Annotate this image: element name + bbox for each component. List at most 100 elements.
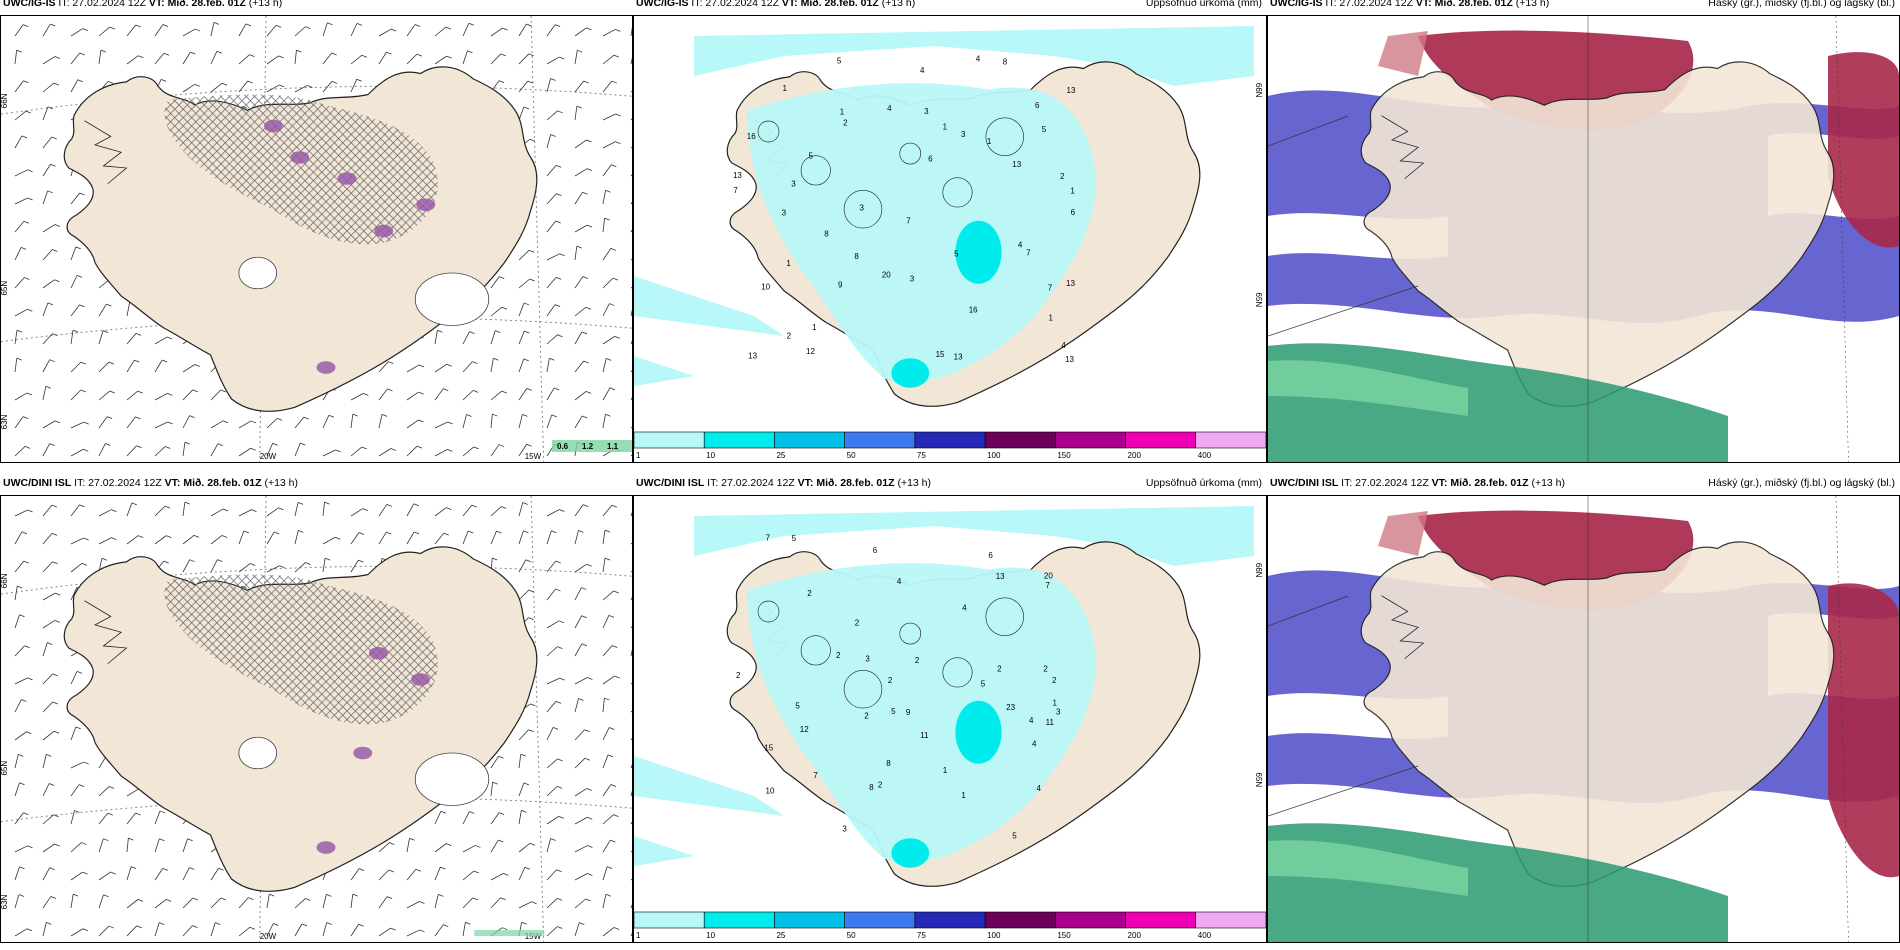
wind-barb-feather [416, 445, 423, 449]
wind-barb-feather [25, 110, 31, 114]
wind-barb-feather [501, 390, 507, 394]
wind-barb-feather [586, 139, 592, 143]
wind-barb [42, 420, 56, 429]
wind-barb [406, 503, 415, 517]
precip-panel-title: UWC/IG-IS IT: 27.02.2024 12Z VT: Mið. 28… [636, 0, 915, 9]
wind-barb [546, 56, 560, 65]
cloud-panel-title: UWC/DINI ISL IT: 27.02.2024 12Z VT: Mið.… [1270, 477, 1565, 489]
wind-barb [350, 446, 363, 457]
wind-barb [98, 786, 110, 797]
wind-barb [602, 894, 607, 909]
projection-line [1268, 285, 1419, 337]
wind-barb [14, 277, 25, 289]
wind-barb-feather [501, 306, 508, 310]
wind-barb-feather [389, 842, 395, 845]
wind-barb-feather [550, 838, 556, 841]
valid-time: Mið. 28.feb. 01Z [1434, 0, 1513, 9]
lat-label: 66N [1254, 563, 1263, 578]
wind-barb [126, 925, 137, 937]
precip-value: 1 [782, 84, 787, 93]
wind-barb-feather [305, 898, 311, 901]
wind-barb-feather [82, 871, 88, 875]
wind-barb-feather [278, 84, 285, 88]
wind-barb-feather [52, 561, 58, 565]
wind-barb [294, 85, 308, 93]
precip-contour [843, 189, 883, 229]
wind-barb-feather [134, 359, 140, 363]
wind-barb [546, 898, 558, 909]
wind-barb [210, 22, 215, 37]
wind-barb [630, 932, 632, 937]
high-cloud-edge [1378, 511, 1428, 556]
wind-barb-feather [73, 893, 79, 897]
wind-barb [350, 559, 359, 573]
wind-barb [462, 414, 467, 429]
wind-barb [70, 304, 80, 317]
wind-barb [434, 532, 445, 545]
wind-barb [546, 414, 553, 429]
wind-barb-feather [75, 246, 81, 250]
model-name: UWC/IG-IS [1270, 0, 1323, 9]
wind-barb [434, 448, 448, 457]
model-name: UWC/IG-IS [3, 0, 56, 9]
precip-value: 13 [733, 171, 742, 180]
wind-barb-feather [523, 358, 529, 362]
wind-barb-feather [472, 897, 478, 901]
colorbar-label: 400 [1198, 931, 1212, 940]
wind-barb [154, 922, 160, 937]
wind-barb-feather [498, 80, 505, 83]
wind-barb-feather [381, 413, 388, 417]
wind-barb [42, 443, 50, 457]
precip-value: 11 [920, 731, 929, 740]
wind-barb [42, 783, 50, 797]
wind-barb [266, 84, 280, 93]
wind-barb-feather [586, 788, 592, 791]
wind-barb-feather [128, 837, 134, 841]
lead-time: (+13 h) [881, 0, 916, 9]
wind-barb-feather [387, 388, 393, 392]
wind-barb-feather [46, 754, 52, 757]
wind-barb-feather [386, 504, 393, 507]
wind-barb-feather [524, 330, 530, 334]
wind-barb-feather [163, 560, 169, 564]
wind-barb-feather [54, 56, 60, 59]
wind-barb [434, 388, 444, 401]
wind-barb [518, 502, 524, 517]
wind-barb-feather [79, 304, 85, 308]
wind-barb-feather [74, 810, 80, 813]
wind-barb-feather [558, 620, 565, 624]
precip-value: 2 [855, 618, 860, 627]
precip-value: 15 [936, 350, 945, 359]
wind-barb-feather [554, 387, 560, 391]
projection-line [1268, 595, 1349, 627]
wind-barb [322, 894, 327, 909]
wind-barb-feather [307, 85, 313, 88]
colorbar-label: 50 [847, 931, 856, 940]
lon-gridline [1835, 496, 1849, 942]
wind-barb [406, 24, 416, 37]
model-name: UWC/DINI ISL [3, 477, 72, 489]
wind-barb-feather [50, 163, 56, 167]
wind-barb-feather [166, 336, 173, 340]
wind-barb [42, 922, 47, 937]
wind-barb-feather [493, 357, 499, 361]
wind-barb-feather [362, 508, 369, 511]
wind-barb-feather [467, 530, 474, 534]
precip-contour [985, 117, 1024, 156]
wind-barb-feather [557, 110, 563, 114]
wind-barb-feather [604, 529, 611, 533]
wind-barb [70, 726, 77, 741]
wind-barb [266, 894, 270, 909]
precip-value: 6 [988, 551, 993, 560]
wind-barb-feather [352, 413, 358, 417]
colorbar-label: 25 [776, 931, 785, 940]
precip-value: 10 [766, 787, 775, 796]
wind-barb-feather [495, 330, 501, 334]
wind-barb [266, 923, 274, 937]
precip-value: 4 [1018, 241, 1023, 250]
wind-barb [490, 444, 500, 457]
wind-barb [602, 675, 615, 685]
wind-barb-feather [528, 729, 534, 733]
sea-precip-streak [634, 276, 784, 336]
lead-time: (+13 h) [1531, 477, 1566, 489]
